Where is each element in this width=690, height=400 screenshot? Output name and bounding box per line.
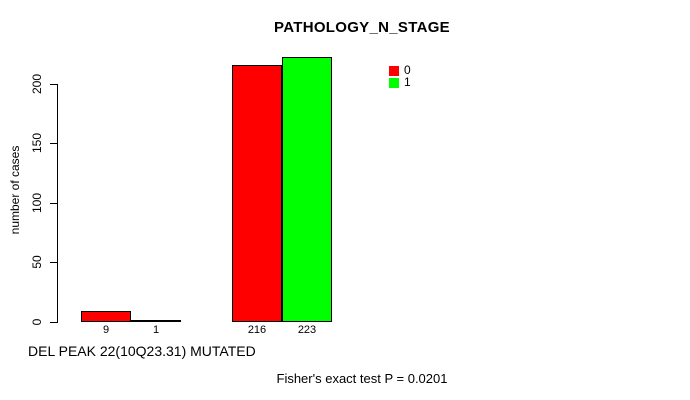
- stat-annotation: Fisher's exact test P = 0.0201: [276, 371, 448, 386]
- y-tick-mark: [50, 143, 58, 144]
- chart-title: PATHOLOGY_N_STAGE: [274, 19, 450, 36]
- y-tick-mark: [50, 262, 58, 263]
- y-tick-mark: [50, 84, 58, 85]
- y-tick-label: 200: [30, 73, 44, 95]
- y-tick-label: 150: [30, 132, 44, 154]
- y-tick-mark: [50, 203, 58, 204]
- bar-series1-group0: [131, 320, 181, 322]
- bar-series1-group1: [282, 57, 332, 322]
- legend-item: 0: [389, 63, 411, 77]
- y-tick-label: 100: [30, 192, 44, 214]
- legend-swatch-icon: [389, 77, 399, 88]
- legend-item: 1: [389, 75, 411, 89]
- legend-label: 1: [404, 75, 411, 89]
- bar-value-label: 223: [297, 324, 317, 336]
- y-tick-mark: [50, 322, 58, 323]
- y-axis-label: number of cases: [8, 145, 22, 235]
- legend-label: 0: [404, 63, 411, 77]
- x-axis-label: DEL PEAK 22(10Q23.31) MUTATED: [28, 343, 256, 359]
- bar-value-label: 216: [247, 324, 267, 336]
- bar-series0-group0: [81, 311, 131, 322]
- y-tick-label: 50: [30, 255, 44, 269]
- bar-value-label: 1: [152, 324, 160, 336]
- bar-series0-group1: [232, 65, 282, 322]
- y-tick-label: 0: [30, 318, 44, 326]
- bar-value-label: 9: [102, 324, 110, 336]
- legend-swatch-icon: [389, 65, 399, 76]
